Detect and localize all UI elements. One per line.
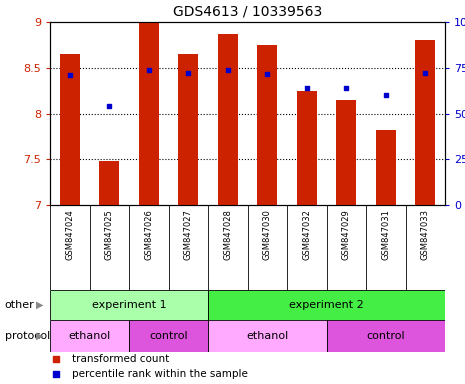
Bar [336, 100, 356, 205]
Bar [415, 40, 435, 205]
Text: GSM847031: GSM847031 [381, 209, 390, 260]
Point [224, 66, 232, 73]
Text: experiment 1: experiment 1 [92, 300, 166, 310]
Bar [297, 91, 317, 205]
Text: protocol: protocol [5, 331, 50, 341]
Bar [50, 320, 129, 352]
Text: ethanol: ethanol [68, 331, 111, 341]
Title: GDS4613 / 10339563: GDS4613 / 10339563 [173, 4, 322, 18]
Bar [218, 34, 238, 205]
Text: GSM847025: GSM847025 [105, 209, 114, 260]
Text: GSM847026: GSM847026 [144, 209, 153, 260]
Point [422, 70, 429, 76]
Bar [50, 290, 208, 320]
Point [52, 371, 60, 377]
Text: transformed count: transformed count [72, 354, 169, 364]
Text: percentile rank within the sample: percentile rank within the sample [72, 369, 247, 379]
Bar [179, 54, 198, 205]
Text: other: other [5, 300, 34, 310]
Text: GSM847030: GSM847030 [263, 209, 272, 260]
Text: GSM847029: GSM847029 [342, 209, 351, 260]
Text: control: control [366, 331, 405, 341]
Text: GSM847027: GSM847027 [184, 209, 193, 260]
Bar [129, 320, 208, 352]
Text: experiment 2: experiment 2 [289, 300, 364, 310]
Text: GSM847028: GSM847028 [223, 209, 232, 260]
Bar [326, 320, 445, 352]
Text: GSM847033: GSM847033 [421, 209, 430, 260]
Bar [139, 23, 159, 205]
Bar [208, 320, 326, 352]
Point [106, 103, 113, 109]
Point [185, 70, 192, 76]
Point [343, 85, 350, 91]
Bar [208, 290, 445, 320]
Text: GSM847032: GSM847032 [302, 209, 311, 260]
Text: ▶: ▶ [36, 300, 43, 310]
Text: ▶: ▶ [36, 331, 43, 341]
Point [66, 72, 73, 78]
Bar [376, 130, 396, 205]
Text: GSM847024: GSM847024 [65, 209, 74, 260]
Text: ethanol: ethanol [246, 331, 288, 341]
Text: control: control [149, 331, 188, 341]
Point [145, 66, 153, 73]
Bar [100, 161, 119, 205]
Bar [257, 45, 277, 205]
Point [264, 71, 271, 77]
Point [382, 92, 390, 98]
Point [303, 85, 311, 91]
Bar [60, 54, 80, 205]
Point [52, 356, 60, 362]
